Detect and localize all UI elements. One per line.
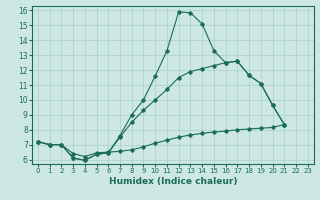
X-axis label: Humidex (Indice chaleur): Humidex (Indice chaleur) (108, 177, 237, 186)
